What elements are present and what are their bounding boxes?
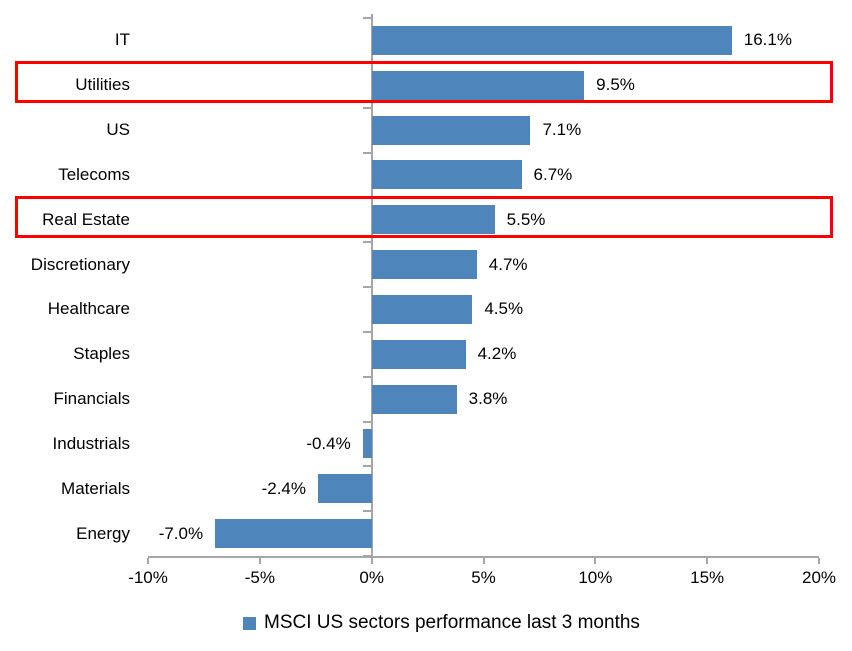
value-label-staples: 4.2%	[477, 344, 517, 364]
bar-staples	[371, 339, 466, 369]
bar-it	[371, 25, 732, 55]
category-label-industrials: Industrials	[52, 433, 130, 453]
highlight-box-utilities	[15, 61, 833, 104]
category-axis-tick	[362, 465, 371, 468]
category-label-it: IT	[114, 30, 130, 50]
category-label-real-estate: Real Estate	[42, 209, 130, 229]
x-axis-tick	[482, 558, 485, 564]
x-axis-tick	[818, 558, 820, 564]
bar-us	[371, 115, 531, 145]
legend-square-icon	[243, 616, 256, 630]
highlight-box-real-estate	[15, 195, 833, 238]
value-label-discretionary: 4.7%	[488, 254, 528, 274]
category-label-discretionary: Discretionary	[30, 254, 130, 274]
category-label-materials: Materials	[61, 478, 130, 498]
category-label-financials: Financials	[53, 389, 130, 409]
value-label-utilities: 9.5%	[596, 75, 635, 95]
category-label-utilities: Utilities	[75, 75, 130, 95]
category-axis-tick	[362, 420, 371, 423]
category-label-us: US	[106, 120, 130, 140]
legend-label: MSCI US sectors performance last 3 month…	[264, 612, 640, 633]
x-tick-label-10-: 10%	[578, 568, 613, 587]
category-axis-tick	[362, 17, 371, 19]
bar-industrials	[362, 429, 372, 459]
legend: MSCI US sectors performance last 3 month…	[243, 610, 640, 636]
bar-utilities	[371, 70, 585, 100]
x-tick-label-5-: 5%	[471, 568, 496, 587]
value-label-industrials: -0.4%	[306, 433, 351, 453]
value-label-real-estate: 5.5%	[506, 209, 546, 229]
x-tick-label-20-: 20%	[801, 568, 837, 587]
x-axis-line	[148, 556, 819, 558]
bar-real-estate	[371, 205, 495, 235]
value-label-materials: -2.4%	[261, 478, 306, 498]
x-tick-label-15-: 15%	[690, 568, 725, 587]
category-axis-tick	[362, 330, 371, 333]
x-axis-tick	[594, 558, 597, 564]
category-axis-line	[370, 14, 373, 558]
value-label-healthcare: 4.5%	[484, 299, 524, 319]
value-label-us: 7.1%	[542, 120, 582, 140]
value-label-telecoms: 6.7%	[533, 164, 573, 184]
category-axis-tick	[362, 241, 371, 244]
x-axis-tick	[147, 558, 149, 564]
bar-financials	[371, 384, 457, 414]
x-tick-label-0-: 0%	[359, 568, 384, 587]
bar-healthcare	[371, 294, 473, 324]
x-axis-tick	[706, 558, 709, 564]
category-axis-tick	[362, 375, 371, 378]
value-label-it: 16.1%	[743, 30, 792, 50]
x-axis-tick	[258, 558, 261, 564]
category-label-telecoms: Telecoms	[58, 164, 130, 184]
category-axis-tick	[362, 510, 371, 513]
bar-energy	[215, 519, 372, 549]
x-tick-label--5-: -5%	[244, 568, 275, 587]
value-label-energy: -7.0%	[158, 523, 204, 543]
bar-discretionary	[371, 250, 477, 280]
bar-telecoms	[371, 160, 522, 190]
category-axis-tick	[362, 106, 371, 109]
value-label-financials: 3.8%	[468, 389, 508, 409]
bar-materials	[317, 474, 372, 504]
category-label-healthcare: Healthcare	[47, 299, 130, 319]
category-label-staples: Staples	[73, 344, 130, 364]
category-axis-tick	[362, 286, 371, 288]
category-axis-tick	[362, 151, 371, 154]
category-label-energy: Energy	[76, 523, 130, 543]
x-tick-label--10-: -10%	[128, 568, 168, 587]
x-axis-tick	[370, 558, 373, 564]
